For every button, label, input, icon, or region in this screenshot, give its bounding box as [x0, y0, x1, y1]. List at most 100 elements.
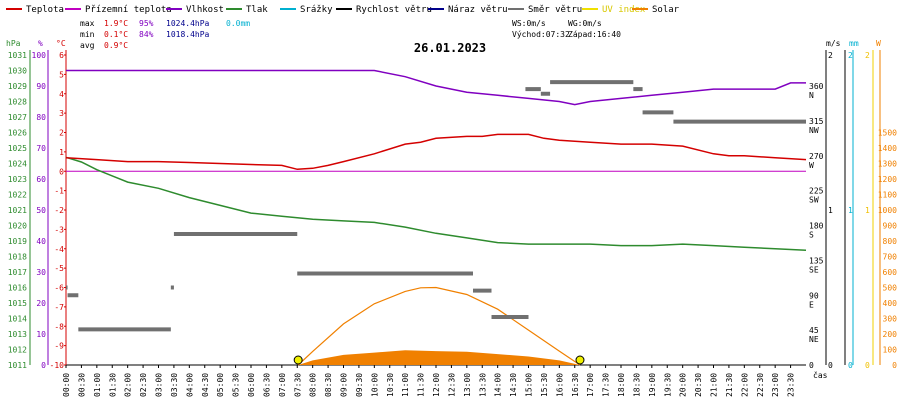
tick-temp: 0: [59, 167, 64, 176]
tick-humidity: 10: [36, 330, 46, 339]
temperature-line: [65, 133, 807, 171]
tick-time: 11:00: [401, 373, 410, 397]
tick-direction: 45: [809, 326, 819, 335]
tick-solar: 200: [883, 330, 898, 339]
tick-time: 13:30: [478, 373, 487, 397]
stats-avg-label: avg: [80, 41, 95, 50]
tick-time: 04:00: [185, 373, 194, 397]
tick-time: 21:30: [725, 373, 734, 397]
tick-time: 01:00: [93, 373, 102, 397]
tick-pressure: 1019: [8, 237, 27, 246]
tick-direction: 315: [809, 117, 824, 126]
tick-humidity: 0: [41, 361, 46, 370]
tick-rain: 0: [848, 361, 853, 370]
stats-max-label: max: [80, 19, 95, 28]
tick-temp: -8: [54, 322, 64, 331]
legend-label-vlhkost: Vlhkost: [186, 5, 224, 15]
tick-compass: E: [809, 300, 814, 309]
tick-humidity: 90: [36, 82, 46, 91]
tick-pressure: 1013: [8, 330, 27, 339]
wind-speed: WS:0m/s: [512, 19, 546, 28]
tick-pressure: 1022: [8, 191, 27, 200]
unit-degc: °C: [56, 39, 66, 48]
tick-pressure: 1027: [8, 113, 27, 122]
tick-compass: NW: [809, 126, 819, 135]
tick-solar: 1500: [878, 129, 897, 138]
humidity-line: [66, 69, 806, 106]
legend-label-tlak: Tlak: [246, 5, 268, 15]
tick-solar: 500: [883, 284, 898, 293]
tick-time: 19:00: [648, 373, 657, 397]
tick-time: 06:00: [247, 373, 256, 397]
tick-time: 07:00: [278, 373, 287, 397]
tick-time: 11:30: [417, 373, 426, 397]
stats-max-press: 1024.4hPa: [166, 19, 210, 28]
tick-pressure: 1030: [8, 67, 27, 76]
tick-pressure: 1011: [8, 361, 27, 370]
tick-time: 15:30: [540, 373, 549, 397]
tick-pressure: 1026: [8, 129, 27, 138]
tick-solar: 300: [883, 315, 898, 324]
tick-humidity: 30: [36, 268, 46, 277]
tick-compass: SE: [809, 265, 819, 274]
tick-temp: -2: [54, 206, 64, 215]
legend-label-smer: Směr větru: [528, 5, 582, 15]
tick-time: 20:00: [679, 373, 688, 397]
tick-time: 00:30: [77, 373, 86, 397]
legend-label-prizemni: Přízemní teplota: [85, 5, 172, 15]
tick-pressure: 1025: [8, 144, 27, 153]
tick-solar: 900: [883, 222, 898, 231]
tick-pressure: 1018: [8, 253, 27, 262]
tick-temp: -4: [54, 245, 64, 254]
tick-time: 09:00: [340, 373, 349, 397]
uv-marker: [575, 355, 585, 365]
tick-temp: -9: [54, 342, 64, 351]
legend-label-teplota: Teplota: [26, 5, 64, 15]
tick-time: 02:00: [124, 373, 133, 397]
tick-solar: 1400: [878, 144, 897, 153]
tick-direction: 0: [809, 361, 814, 370]
unit-hpa: hPa: [6, 39, 21, 48]
tick-time: 17:00: [586, 373, 595, 397]
tick-time: 13:00: [463, 373, 472, 397]
plot-area: [65, 69, 807, 366]
tick-rain: 1: [848, 206, 853, 215]
unit-w: W: [876, 39, 881, 48]
tick-temp: -10: [50, 361, 65, 370]
tick-direction: 360: [809, 82, 824, 91]
tick-temp: -7: [54, 303, 64, 312]
stats-avg-temp: 0.9°C: [104, 41, 128, 50]
tick-compass: W: [809, 161, 814, 170]
tick-pressure: 1017: [8, 268, 27, 277]
tick-pressure: 1012: [8, 346, 27, 355]
tick-time: 14:00: [494, 373, 503, 397]
tick-pressure: 1020: [8, 222, 27, 231]
tick-compass: N: [809, 91, 814, 100]
tick-humidity: 100: [32, 51, 47, 60]
wind-info: WS:0m/s WG:0m/s Východ:07:32 Západ:16:40: [512, 19, 621, 39]
stats-min-press: 1018.4hPa: [166, 30, 210, 39]
tick-wind-speed: 0: [828, 361, 833, 370]
tick-time: 22:30: [756, 373, 765, 397]
legend: Teplota Přízemní teplota Vlhkost Tlak Srážky…: [6, 5, 680, 15]
legend-label-solar: Solar: [652, 5, 680, 15]
tick-direction: 90: [809, 291, 819, 300]
tick-compass: NE: [809, 335, 819, 344]
tick-time: 09:30: [355, 373, 364, 397]
tick-time: 08:00: [309, 373, 318, 397]
stats-max-rain: 0.0mm: [226, 19, 250, 28]
axis-ticks: 6543210-1-2-3-4-5-6-7-8-9-10100908070605…: [8, 51, 897, 397]
tick-solar: 100: [883, 346, 898, 355]
unit-mm: mm: [849, 39, 859, 48]
tick-time: 23:30: [787, 373, 796, 397]
wind-gust: WG:0m/s: [568, 19, 602, 28]
legend-label-naraz: Náraz větru: [448, 5, 508, 15]
stats-max-hum: 95%: [139, 19, 154, 28]
solar-area: [298, 350, 580, 365]
tick-temp: -3: [54, 225, 64, 234]
tick-solar: 1100: [878, 191, 897, 200]
stats-min-label: min: [80, 30, 95, 39]
tick-solar: 400: [883, 299, 898, 308]
tick-direction: 225: [809, 187, 824, 196]
